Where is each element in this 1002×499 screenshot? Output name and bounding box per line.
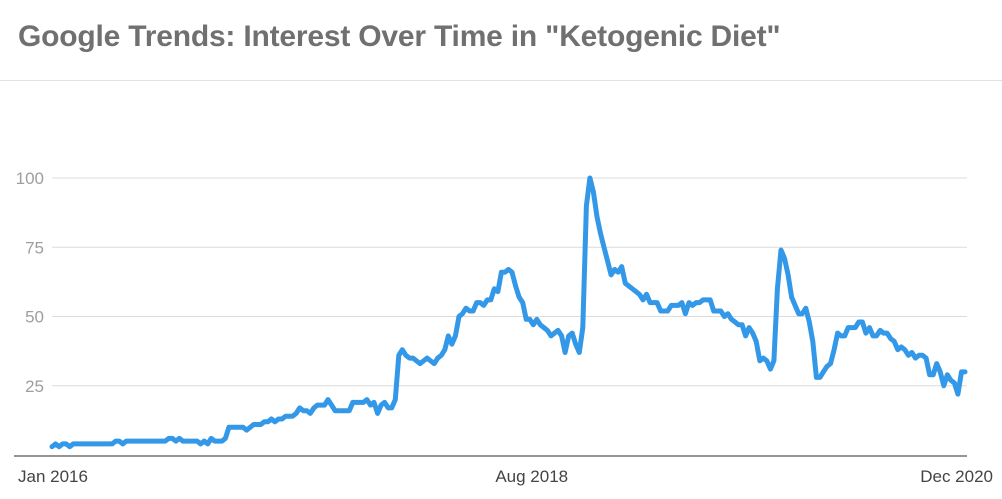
interest-line: [49, 175, 968, 450]
y-tick-label: 100: [16, 169, 44, 188]
y-tick-label: 25: [25, 377, 44, 396]
x-tick-label: Jan 2016: [18, 467, 88, 486]
chart-title: Google Trends: Interest Over Time in "Ke…: [18, 20, 781, 53]
x-tick-labels: Jan 2016 Aug 2018 Dec 2020: [18, 467, 993, 486]
y-tick-labels: 25 50 75 100: [16, 169, 44, 396]
x-tick-label: Aug 2018: [495, 467, 568, 486]
y-tick-label: 50: [25, 308, 44, 327]
y-tick-label: 75: [25, 238, 44, 257]
title-divider: [0, 80, 1002, 81]
grid-lines: [52, 177, 967, 387]
x-tick-label: Dec 2020: [920, 467, 993, 486]
